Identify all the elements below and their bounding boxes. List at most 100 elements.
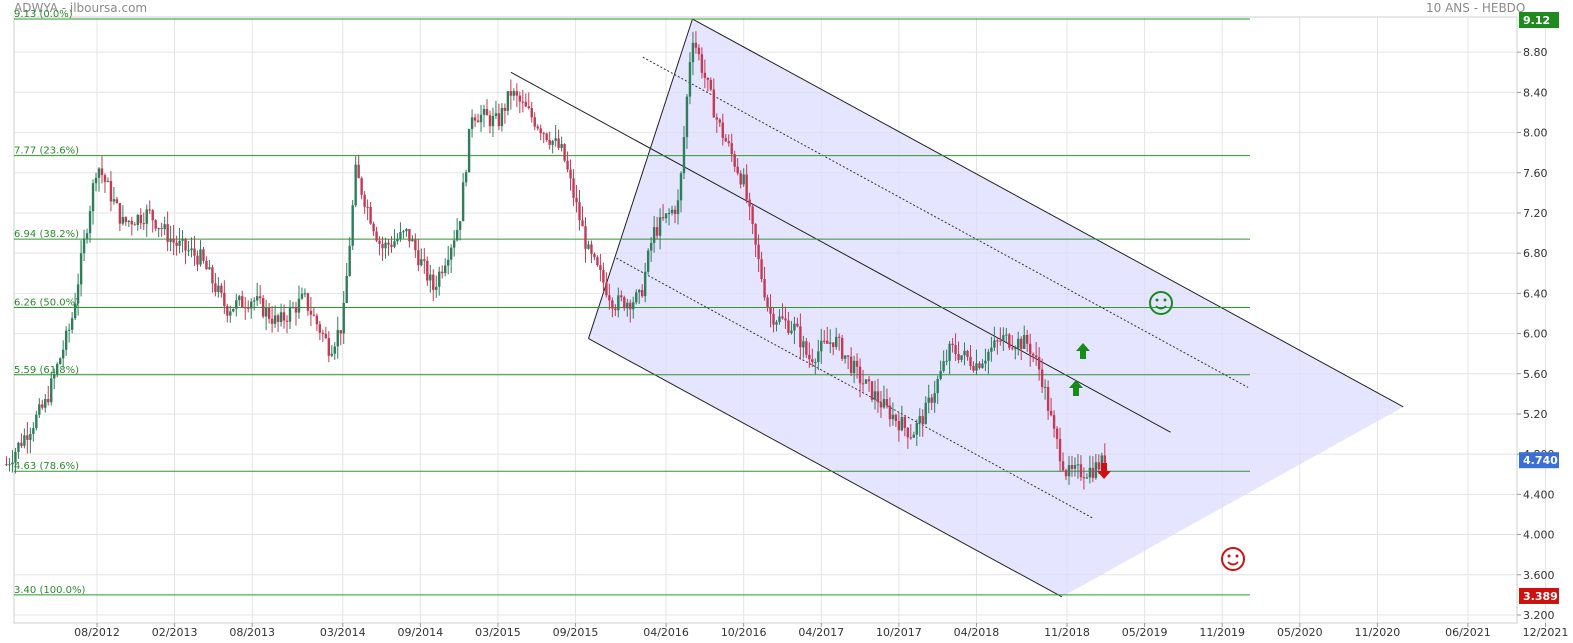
x-tick-label: 10/2017: [876, 626, 922, 639]
candle-body: [978, 363, 981, 368]
candle-body: [294, 307, 298, 313]
candle-body: [229, 311, 232, 316]
candle-body: [739, 173, 742, 185]
candle-body: [778, 316, 781, 323]
x-tick-label: 03/2015: [475, 626, 521, 639]
candle-body: [930, 397, 933, 403]
candle-body: [423, 259, 426, 261]
candle-body: [1026, 335, 1029, 344]
x-tick-label: 04/2016: [643, 626, 689, 639]
candle-body: [47, 398, 50, 403]
candle-body: [336, 330, 339, 347]
candle-body: [766, 297, 769, 307]
candle-body: [238, 296, 241, 301]
candle-body: [321, 332, 325, 334]
y-tick-label: 6.80: [1523, 247, 1548, 260]
candle-body: [202, 249, 205, 261]
candle-body: [897, 421, 901, 431]
price-badge: [1519, 452, 1559, 469]
candle-body: [244, 307, 247, 309]
candle-body: [640, 290, 644, 297]
chart-period-label: 10 ANS - HEBDO: [1426, 1, 1526, 15]
candle-body: [32, 428, 35, 434]
candle-body: [1061, 461, 1065, 471]
candle-body: [354, 164, 357, 206]
candle-body: [79, 253, 83, 285]
candle-body: [163, 224, 166, 230]
x-tick-label: 11/2018: [1044, 626, 1090, 639]
candle-body: [679, 173, 683, 201]
candle-body: [990, 347, 993, 352]
candle-body: [996, 340, 999, 342]
candle-body: [151, 210, 154, 221]
candle-body: [214, 283, 217, 293]
candle-body: [414, 239, 417, 251]
candle-body: [557, 138, 560, 149]
candle-body: [539, 128, 542, 134]
candle-body: [676, 200, 680, 215]
candle-body: [951, 343, 954, 346]
candle-body: [542, 133, 545, 135]
candle-body: [217, 285, 220, 293]
candle-body: [1005, 334, 1008, 336]
candle-body: [303, 293, 307, 295]
arrow-head: [1076, 343, 1090, 351]
chart-source-label: ADWYA - ilboursa.com: [14, 1, 148, 15]
candle-body: [727, 141, 730, 144]
smiley-face: [1149, 291, 1173, 315]
candle-body: [1076, 464, 1080, 466]
annotations: [1069, 291, 1245, 571]
candle-body: [718, 119, 721, 123]
candle-body: [166, 224, 169, 242]
candle-body: [775, 322, 778, 325]
candle-body: [44, 398, 47, 408]
candle-body: [972, 366, 975, 371]
candle-body: [64, 330, 68, 350]
candle-body: [975, 363, 978, 371]
candle-body: [1043, 386, 1047, 388]
candle-body: [381, 243, 384, 249]
candle-body: [888, 405, 892, 420]
candle-body: [127, 220, 131, 222]
candle-body: [703, 72, 707, 78]
candle-body: [372, 223, 375, 232]
candle-body: [715, 117, 719, 120]
candle-body: [1067, 465, 1071, 477]
y-tick-label: 5.60: [1523, 368, 1548, 381]
plot-border: [13, 16, 1518, 624]
candle-body: [291, 307, 295, 309]
candle-body: [94, 177, 98, 184]
channel-upper-line: [692, 18, 1404, 408]
candle-body: [154, 220, 157, 229]
candle-body: [226, 306, 229, 316]
candle-body: [441, 271, 444, 274]
y-tick-label: 4.000: [1523, 529, 1555, 542]
candle-body: [1049, 410, 1053, 416]
candle-body: [882, 399, 886, 408]
candle-body: [969, 356, 972, 367]
candle-body: [390, 244, 393, 247]
channel-dotted-upper: [642, 56, 1249, 388]
candle-body: [620, 295, 623, 298]
candle-body: [1020, 338, 1023, 349]
candle-body: [632, 302, 635, 310]
candle-body: [575, 197, 578, 203]
candle-body: [751, 206, 754, 225]
candle-body: [14, 451, 17, 463]
candle-body: [402, 231, 405, 233]
candle-body: [643, 271, 647, 297]
candle-body: [593, 253, 596, 258]
candle-body: [130, 220, 134, 225]
candle-body: [497, 113, 501, 127]
candle-body: [452, 240, 456, 248]
candle-body: [264, 307, 268, 317]
candle-body: [569, 169, 572, 179]
candle-body: [288, 307, 292, 322]
candle-body: [849, 356, 853, 374]
channel-dotted-lower: [616, 257, 1094, 519]
candle-body: [103, 175, 107, 182]
candle-body: [820, 340, 823, 352]
candle-body: [533, 117, 536, 127]
candle-body: [814, 361, 817, 363]
